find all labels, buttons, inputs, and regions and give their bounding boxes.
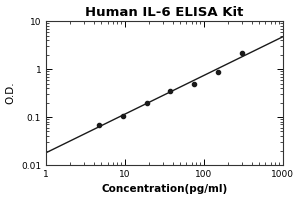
X-axis label: Concentration(pg/ml): Concentration(pg/ml) <box>101 184 228 194</box>
Y-axis label: O.D.: O.D. <box>6 82 16 104</box>
Title: Human IL-6 ELISA Kit: Human IL-6 ELISA Kit <box>85 6 244 19</box>
